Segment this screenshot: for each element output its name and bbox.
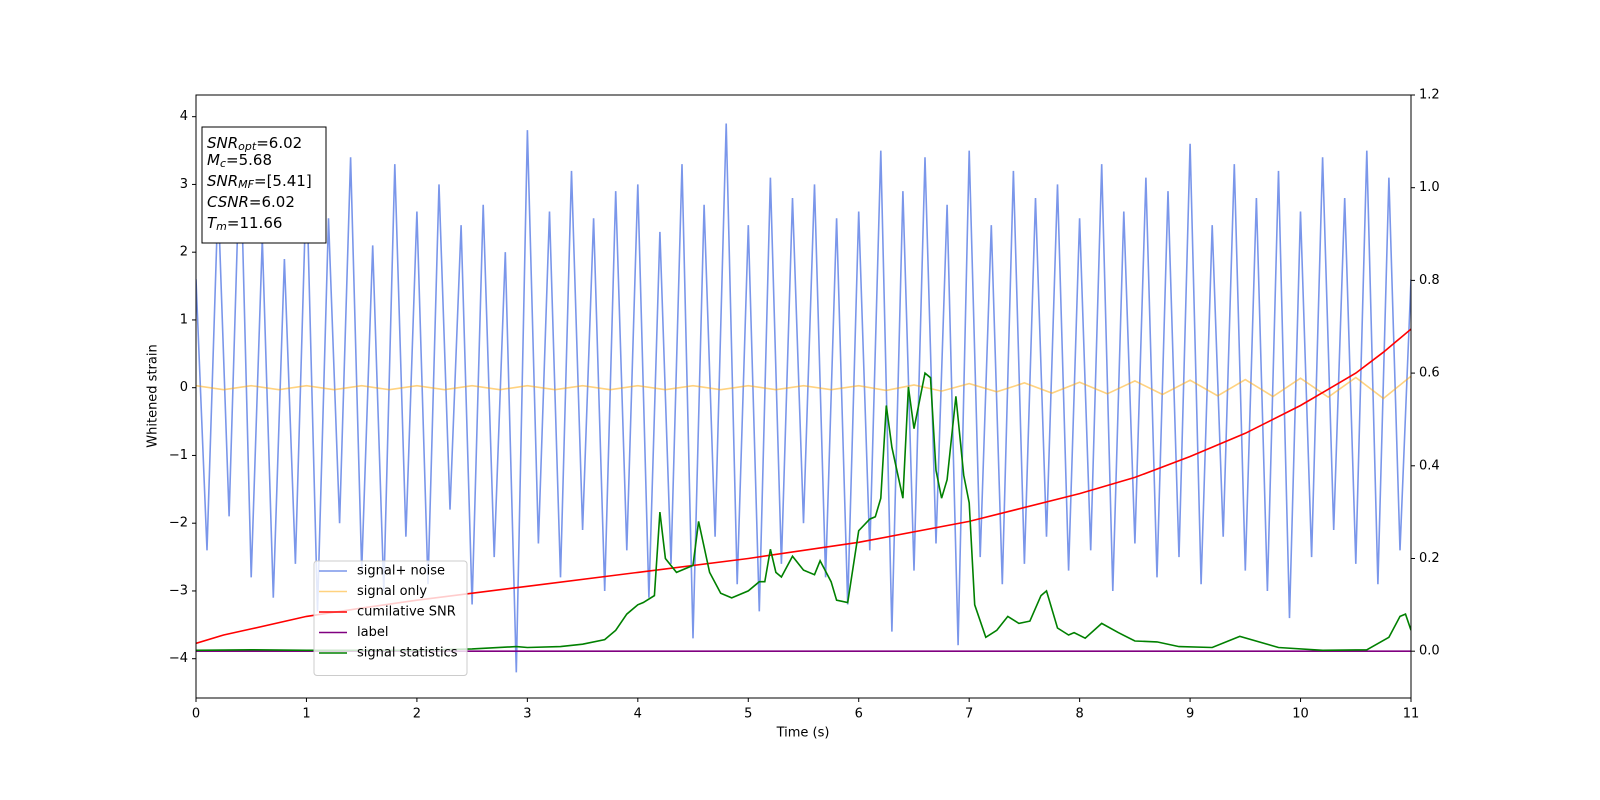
annotation-name: T xyxy=(207,214,218,232)
annotation: SNRMF=[5.41] xyxy=(207,172,312,192)
y-tick-label: 1 xyxy=(180,312,188,327)
x-tick-label: 3 xyxy=(523,707,531,722)
x-tick-label: 4 xyxy=(634,707,642,722)
x-tick-label: 10 xyxy=(1292,707,1309,722)
annotation-box xyxy=(201,126,327,244)
plot-frame xyxy=(195,94,1412,699)
x-tick-label: 8 xyxy=(1075,707,1083,722)
x-tick-label: 1 xyxy=(302,707,310,722)
y-tick-label: −4 xyxy=(169,651,188,666)
annotation-name: CSNR xyxy=(207,193,249,211)
annotation-name: M xyxy=(207,151,220,169)
y-tick-label: 3 xyxy=(180,177,188,192)
annotation: CSNR=6.02 xyxy=(207,193,295,211)
legend-label: signal+ noise xyxy=(357,564,445,579)
x-tick-label: 2 xyxy=(413,707,421,722)
annotation-text: =[5.41] xyxy=(254,172,312,190)
annotation-sub: m xyxy=(216,220,227,233)
legend-label: label xyxy=(357,625,388,640)
annotation-text: =11.66 xyxy=(227,214,283,232)
legend-label: signal only xyxy=(357,584,427,599)
x-tick-label: 6 xyxy=(855,707,863,722)
annotation-text: =6.02 xyxy=(256,134,302,152)
annotation-sub: opt xyxy=(238,140,257,153)
data-line xyxy=(196,123,1411,673)
annotation-text: =6.02 xyxy=(249,193,295,211)
y2-tick-label: 1.2 xyxy=(1419,88,1440,103)
y2-tick-label: 0.2 xyxy=(1419,551,1440,566)
x-tick-label: 5 xyxy=(744,707,752,722)
annotation-sub: c xyxy=(220,157,226,170)
annotation-name: SNR xyxy=(207,172,238,190)
annotation: Mc=5.68 xyxy=(207,151,272,171)
data-line xyxy=(196,375,1411,400)
x-tick-label: 9 xyxy=(1186,707,1194,722)
annotation: SNRopt=6.02 xyxy=(207,134,302,154)
y2-tick-label: 0.8 xyxy=(1419,273,1440,288)
data-line xyxy=(196,371,1411,652)
x-tick-label: 0 xyxy=(192,707,200,722)
y-tick-label: −2 xyxy=(169,516,188,531)
y-tick-label: 2 xyxy=(180,245,188,260)
x-tick-label: 7 xyxy=(965,707,973,722)
x-axis-label: Time (s) xyxy=(776,726,830,741)
y2-tick-label: 0.6 xyxy=(1419,366,1440,381)
y-tick-label: 4 xyxy=(180,109,188,124)
x-tick-label: 11 xyxy=(1403,707,1420,722)
annotation: Tm=11.66 xyxy=(207,214,282,234)
legend-label: cumilative SNR xyxy=(357,605,456,620)
y-tick-label: −1 xyxy=(169,448,188,463)
y2-tick-label: 0.0 xyxy=(1419,644,1440,659)
legend-label: signal statistics xyxy=(357,646,458,661)
y-tick-label: 0 xyxy=(180,380,188,395)
y-axis-label: Whitened strain xyxy=(146,344,161,447)
annotation-sub: MF xyxy=(238,178,254,191)
legend-box xyxy=(313,560,468,676)
annotation-text: =5.68 xyxy=(226,151,272,169)
annotation-name: SNR xyxy=(207,134,238,152)
y2-tick-label: 0.4 xyxy=(1419,458,1440,473)
y-tick-label: −3 xyxy=(169,583,188,598)
y2-tick-label: 1.0 xyxy=(1419,180,1440,195)
